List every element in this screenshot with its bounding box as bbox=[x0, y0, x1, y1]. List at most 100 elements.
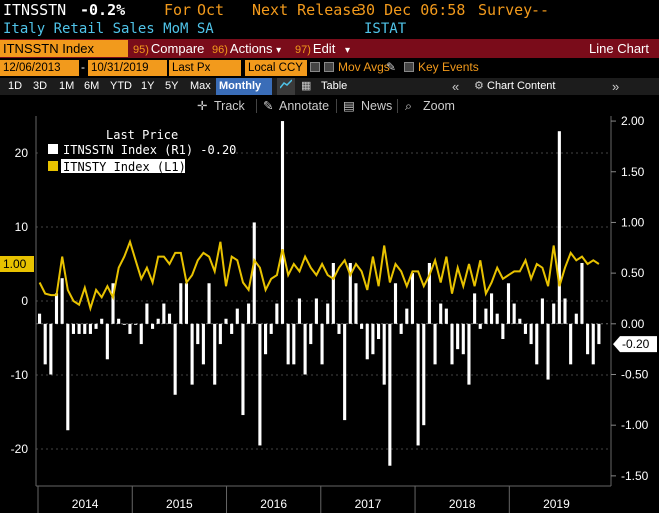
bar bbox=[439, 303, 443, 324]
range-6m[interactable]: 6M bbox=[84, 80, 100, 92]
bar bbox=[190, 323, 194, 385]
key-events-checkbox[interactable] bbox=[404, 62, 414, 72]
range-max[interactable]: Max bbox=[190, 80, 211, 92]
range-1m[interactable]: 1M bbox=[59, 80, 75, 92]
compare-hotkey: 95) bbox=[133, 44, 149, 56]
toolbar-divider bbox=[336, 99, 337, 113]
bar bbox=[275, 303, 279, 324]
collapse-arrows-icon[interactable]: « bbox=[452, 79, 460, 94]
bar bbox=[247, 303, 251, 324]
start-date-field[interactable]: 12/06/2013 bbox=[0, 60, 79, 76]
pencil-icon[interactable]: ✎ bbox=[263, 99, 274, 113]
line-chart[interactable]: 20 10 0 -10 -20 2.00 1.50 1.00 0.50 0.00 -0.50 -1.0… bbox=[0, 116, 659, 513]
range-1d[interactable]: 1D bbox=[8, 80, 23, 92]
bar bbox=[433, 323, 437, 365]
right-last-value: -0.20 bbox=[622, 337, 650, 351]
actions-button[interactable]: 96) Actions ▾ bbox=[212, 40, 281, 57]
bar bbox=[162, 303, 166, 324]
bar bbox=[286, 323, 290, 365]
chevron-down-icon: ▾ bbox=[344, 45, 350, 56]
bar bbox=[377, 323, 381, 340]
right-tick-label: 1.00 bbox=[621, 215, 645, 229]
bar bbox=[134, 323, 138, 325]
table-button[interactable]: Table bbox=[321, 80, 348, 92]
bar bbox=[473, 293, 477, 324]
legend-highlight bbox=[61, 159, 185, 173]
bar bbox=[422, 323, 426, 426]
range-3d[interactable]: 3D bbox=[33, 80, 48, 92]
bar bbox=[360, 323, 364, 329]
bar bbox=[467, 323, 471, 385]
bar bbox=[337, 323, 341, 334]
bar bbox=[71, 323, 76, 334]
currency-select[interactable]: Local CCY bbox=[245, 60, 307, 76]
bar bbox=[320, 323, 324, 365]
pencil-icon[interactable]: ✎ bbox=[386, 60, 397, 74]
bar bbox=[591, 323, 595, 365]
bar bbox=[450, 323, 454, 365]
legend-item-itnsstn: ITNSSTN Index (R1) -0.20 bbox=[63, 143, 236, 157]
edit-button[interactable]: 97) Edit ▾ bbox=[295, 40, 350, 57]
bar bbox=[501, 323, 505, 340]
bar bbox=[580, 262, 584, 324]
left-tick-label: 10 bbox=[15, 220, 29, 234]
zoom-button[interactable]: Zoom bbox=[423, 99, 455, 113]
range-1y[interactable]: 1Y bbox=[141, 80, 155, 92]
crosshair-icon[interactable]: ✛ bbox=[197, 99, 208, 113]
right-last-value-tag bbox=[613, 336, 657, 353]
legend-swatch-yellow bbox=[48, 161, 58, 171]
bar bbox=[557, 131, 561, 324]
bar bbox=[309, 323, 313, 345]
bar bbox=[269, 323, 273, 334]
news-button[interactable]: News bbox=[361, 99, 393, 113]
bar bbox=[258, 323, 262, 446]
range-5y[interactable]: 5Y bbox=[165, 80, 179, 92]
view-title: Line Chart bbox=[589, 41, 649, 56]
bar bbox=[196, 323, 200, 345]
next-release-label: Next Release bbox=[252, 1, 361, 19]
bar bbox=[224, 318, 228, 324]
bar bbox=[235, 308, 239, 324]
ticker-input[interactable]: ITNSSTN Index bbox=[0, 40, 128, 57]
bar bbox=[156, 318, 160, 324]
compare-button[interactable]: 95) Compare bbox=[133, 40, 204, 57]
bar bbox=[94, 323, 98, 329]
axes: 20 10 0 -10 -20 2.00 1.50 1.00 0.50 0.00 -0.50 -1.0… bbox=[0, 116, 657, 513]
right-tick-label: 2.00 bbox=[621, 116, 645, 128]
bar bbox=[518, 318, 522, 324]
chart-content-button[interactable]: Chart Content bbox=[487, 80, 556, 92]
key-events-label: Key Events bbox=[418, 60, 479, 74]
edit-hotkey: 97) bbox=[295, 44, 311, 56]
year-label: 2019 bbox=[543, 497, 570, 511]
track-button[interactable]: Track bbox=[214, 99, 245, 113]
bar bbox=[410, 273, 415, 324]
bar bbox=[60, 278, 64, 324]
right-tick-label: 1.50 bbox=[621, 165, 645, 179]
period-select[interactable]: Monthly ▼ bbox=[216, 78, 272, 109]
range-ytd[interactable]: YTD bbox=[110, 80, 132, 92]
annotate-button[interactable]: Annotate bbox=[279, 99, 330, 113]
bar bbox=[490, 293, 494, 324]
mov-avgs-checkbox[interactable] bbox=[324, 62, 334, 72]
bar bbox=[444, 308, 448, 324]
bar bbox=[365, 323, 369, 360]
right-tick-label: -1.00 bbox=[621, 418, 649, 432]
bar bbox=[128, 323, 132, 334]
bar bbox=[151, 323, 155, 329]
gear-icon[interactable]: ⚙ bbox=[474, 80, 484, 92]
security-description: Italy Retail Sales MoM SA bbox=[3, 21, 214, 37]
bar bbox=[495, 313, 499, 324]
news-icon[interactable]: ▤ bbox=[343, 99, 355, 113]
zoom-icon[interactable]: ⌕ bbox=[405, 99, 413, 113]
currency-dropdown-box[interactable] bbox=[310, 62, 320, 72]
expand-arrows-icon[interactable]: » bbox=[612, 79, 620, 94]
survey-value: -- bbox=[531, 1, 550, 19]
end-date-field[interactable]: 10/31/2019 bbox=[88, 60, 167, 76]
last-change: -0.2% bbox=[80, 1, 126, 19]
grid-icon[interactable]: ▦ bbox=[301, 80, 312, 92]
line-chart-icon[interactable] bbox=[277, 78, 295, 95]
bar bbox=[117, 318, 121, 324]
bar bbox=[297, 298, 302, 324]
price-field-select[interactable]: Last Px bbox=[169, 60, 241, 76]
actions-label: Actions bbox=[229, 41, 273, 56]
